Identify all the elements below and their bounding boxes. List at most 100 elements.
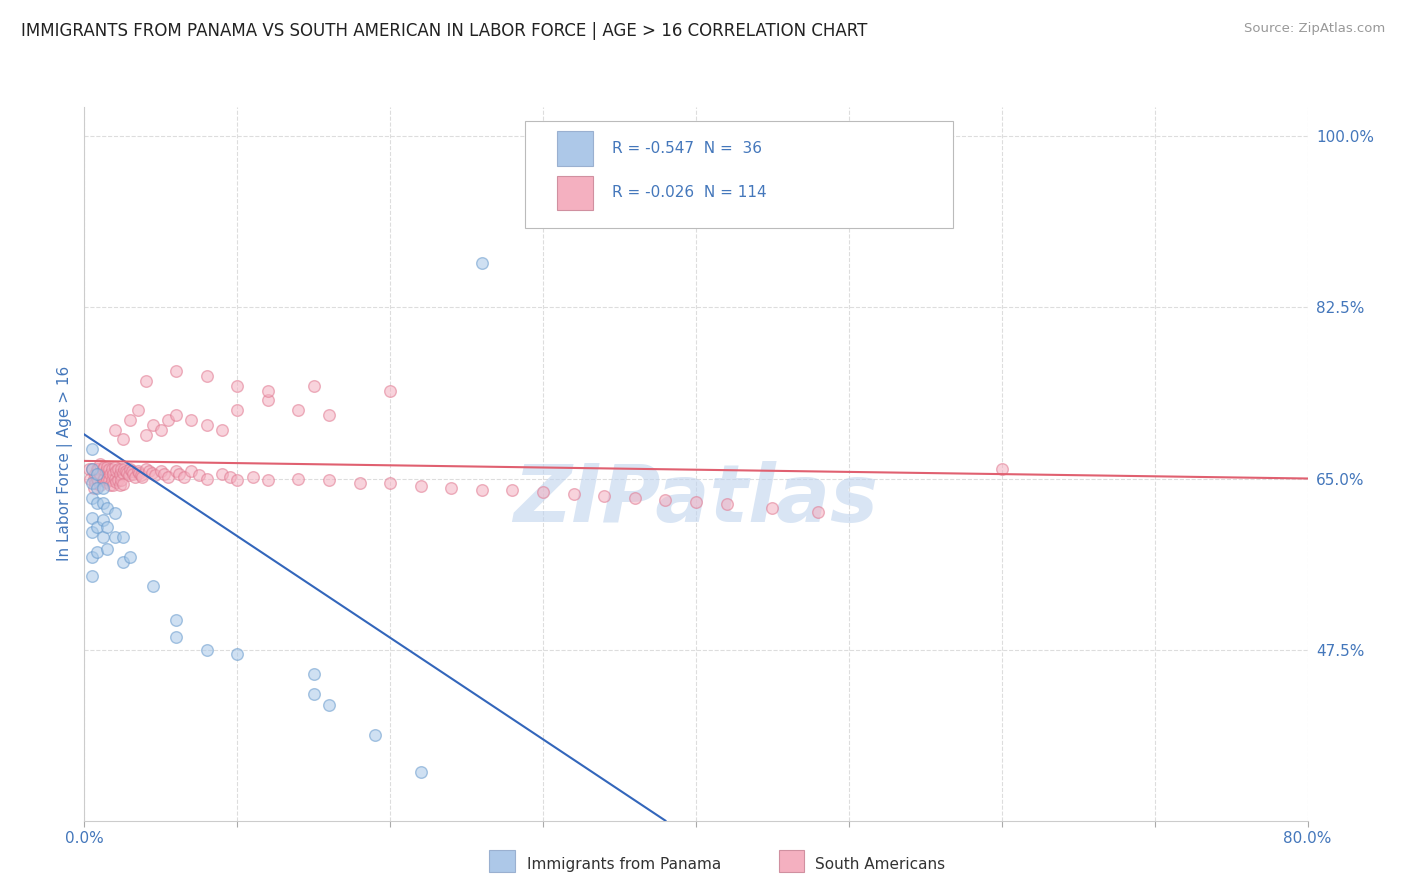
Point <box>86 471 108 485</box>
Point <box>108 478 131 492</box>
Point <box>91 496 114 510</box>
Point <box>111 466 134 480</box>
Point <box>94 464 117 478</box>
Point <box>86 545 108 559</box>
Point <box>104 423 127 437</box>
Point <box>89 467 111 481</box>
Point <box>120 549 142 564</box>
Point <box>104 471 127 485</box>
Point <box>226 403 249 417</box>
Point <box>364 728 387 742</box>
Point <box>80 549 103 564</box>
Point <box>716 497 738 511</box>
Point <box>761 500 783 515</box>
Point <box>104 530 127 544</box>
FancyBboxPatch shape <box>524 121 953 228</box>
Point <box>96 500 118 515</box>
Point <box>80 491 103 505</box>
Point <box>211 467 233 481</box>
Point <box>80 442 103 457</box>
Point <box>105 464 128 478</box>
Point <box>118 467 141 482</box>
Bar <box>779 850 804 872</box>
Point <box>104 506 127 520</box>
Point <box>226 474 249 488</box>
Point <box>80 461 103 475</box>
Point <box>97 461 120 475</box>
Point <box>195 368 218 383</box>
Point <box>86 461 108 475</box>
Point <box>103 478 125 492</box>
Point <box>80 461 103 475</box>
Point <box>111 555 134 569</box>
Point <box>91 530 114 544</box>
Point <box>108 467 131 481</box>
Point <box>97 474 120 488</box>
Point <box>86 520 108 534</box>
Point <box>188 467 211 482</box>
Point <box>654 493 676 508</box>
Point <box>96 520 118 534</box>
Point <box>302 667 325 681</box>
Point <box>135 461 157 475</box>
Bar <box>557 131 593 166</box>
Text: R = -0.026  N = 114: R = -0.026 N = 114 <box>612 186 766 201</box>
Point <box>138 464 160 478</box>
Point <box>380 384 402 398</box>
Point <box>80 476 103 491</box>
Point <box>218 469 240 483</box>
Point <box>165 464 187 478</box>
Point <box>96 459 118 474</box>
Bar <box>557 176 593 211</box>
Point <box>287 403 309 417</box>
Point <box>153 467 176 481</box>
Point <box>80 569 103 583</box>
Point <box>593 489 616 503</box>
Point <box>157 413 180 427</box>
Point <box>112 461 135 475</box>
Point <box>107 474 129 488</box>
Text: South Americans: South Americans <box>815 857 946 872</box>
Point <box>165 630 187 644</box>
Point <box>531 485 554 500</box>
Point <box>94 475 117 490</box>
Text: R = -0.547  N =  36: R = -0.547 N = 36 <box>612 141 762 156</box>
Point <box>89 457 111 471</box>
Text: Immigrants from Panama: Immigrants from Panama <box>527 857 721 872</box>
Point <box>195 471 218 485</box>
Point <box>302 687 325 701</box>
Point <box>991 461 1014 475</box>
Point <box>180 413 202 427</box>
Point <box>440 481 463 495</box>
Point <box>122 467 145 481</box>
Point <box>257 474 280 488</box>
Point <box>257 384 280 398</box>
Point <box>114 464 136 478</box>
Point <box>103 467 125 481</box>
Point <box>91 461 114 475</box>
Point <box>318 408 340 422</box>
Point <box>349 476 371 491</box>
Text: Source: ZipAtlas.com: Source: ZipAtlas.com <box>1244 22 1385 36</box>
Point <box>86 481 108 495</box>
Point <box>807 505 830 519</box>
Point <box>318 698 340 713</box>
Point <box>131 469 153 483</box>
Point <box>111 530 134 544</box>
Point <box>226 378 249 392</box>
Point <box>91 512 114 526</box>
Point <box>195 417 218 432</box>
Text: IMMIGRANTS FROM PANAMA VS SOUTH AMERICAN IN LABOR FORCE | AGE > 16 CORRELATION C: IMMIGRANTS FROM PANAMA VS SOUTH AMERICAN… <box>21 22 868 40</box>
Point <box>77 461 100 475</box>
Point <box>143 467 166 482</box>
Point <box>101 474 124 488</box>
Point <box>318 474 340 488</box>
Point <box>87 474 110 488</box>
Point <box>471 256 494 270</box>
Point <box>110 461 132 475</box>
Point <box>89 478 111 492</box>
Point <box>104 459 127 474</box>
Point <box>110 474 132 488</box>
Point <box>93 471 115 485</box>
Point <box>157 469 180 483</box>
